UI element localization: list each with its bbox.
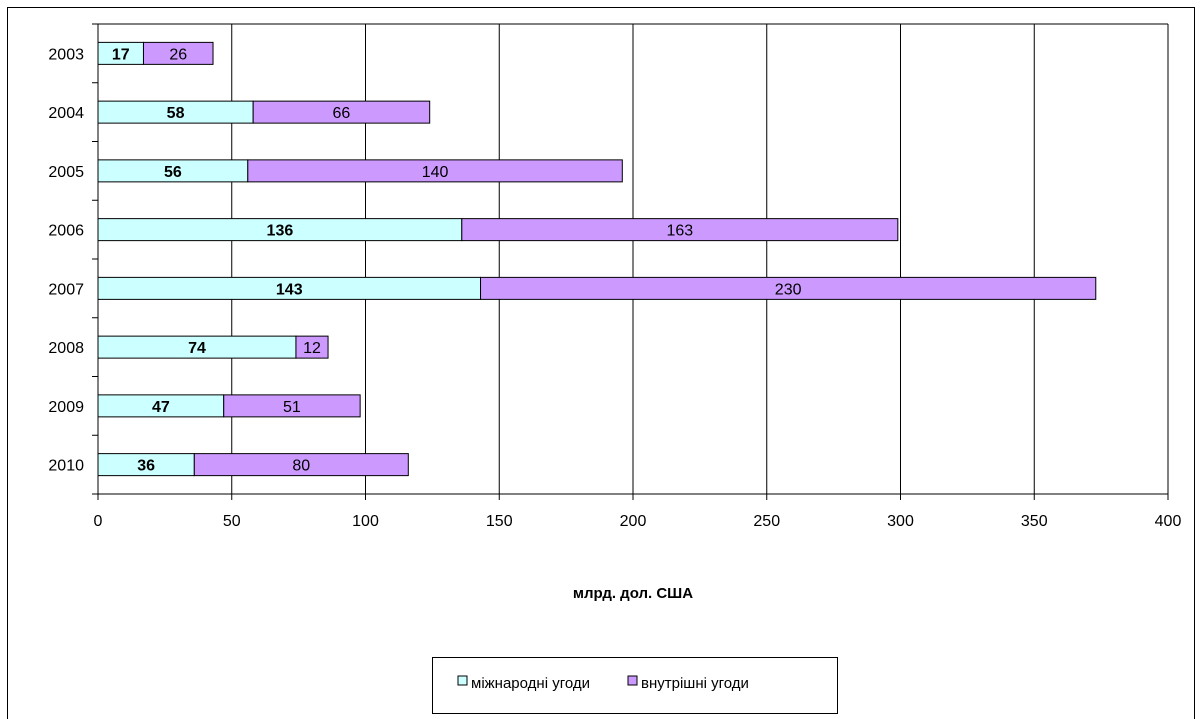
y-tick-label: 2009	[48, 399, 84, 416]
y-tick-label: 2007	[48, 281, 84, 298]
y-tick-label: 2006	[48, 223, 84, 240]
bar	[223, 394, 361, 418]
data-label: 47	[152, 399, 170, 416]
x-tick-label: 300	[887, 513, 914, 530]
legend-swatch	[457, 675, 468, 686]
data-label: 140	[422, 164, 449, 181]
data-label: 58	[167, 105, 185, 122]
data-label: 36	[137, 458, 155, 475]
legend-label: міжнародні угоди	[471, 675, 590, 692]
y-tick-label: 2004	[48, 105, 84, 122]
legend-label: внутрішні угоди	[641, 675, 749, 692]
data-label: 51	[283, 399, 301, 416]
legend: міжнародні угоди внутрішні угоди	[432, 657, 838, 714]
data-label: 17	[112, 46, 130, 63]
bar	[193, 453, 409, 477]
data-label: 66	[333, 105, 351, 122]
bar	[142, 41, 214, 65]
data-label: 143	[276, 281, 303, 298]
x-tick-label: 200	[620, 513, 647, 530]
bar	[252, 100, 431, 124]
axes: 0 50 100 150 200 250 300 350 400 2003 2004 2005 2006…	[48, 23, 1182, 530]
data-label: 230	[775, 281, 802, 298]
data-label: 163	[666, 223, 693, 240]
legend-swatch	[627, 675, 638, 686]
x-tick-label: 50	[223, 513, 241, 530]
bar	[480, 276, 1097, 300]
bar	[461, 218, 899, 242]
data-label: 74	[188, 340, 206, 357]
data-label: 26	[169, 46, 187, 63]
x-tick-label: 400	[1155, 513, 1182, 530]
data-label: 56	[164, 164, 182, 181]
x-tick-label: 100	[352, 513, 379, 530]
x-tick-label: 350	[1021, 513, 1048, 530]
y-tick-label: 2008	[48, 340, 84, 357]
x-tick-label: 250	[753, 513, 780, 530]
chart-border	[7, 7, 1195, 719]
y-tick-label: 2003	[48, 46, 84, 63]
x-axis-title: млрд. дол. США	[573, 585, 693, 602]
bar	[247, 159, 623, 183]
x-tick-label: 150	[486, 513, 513, 530]
bars: 17 26 58 66 56 140 136 163 143 230 74 12 47 51 36 80	[97, 41, 1097, 477]
y-tick-label: 2005	[48, 164, 84, 181]
x-tick-label: 0	[94, 513, 103, 530]
data-label: 136	[267, 223, 294, 240]
y-tick-label: 2010	[48, 458, 84, 475]
data-label: 12	[303, 340, 321, 357]
bar	[295, 335, 329, 359]
data-label: 80	[292, 458, 310, 475]
